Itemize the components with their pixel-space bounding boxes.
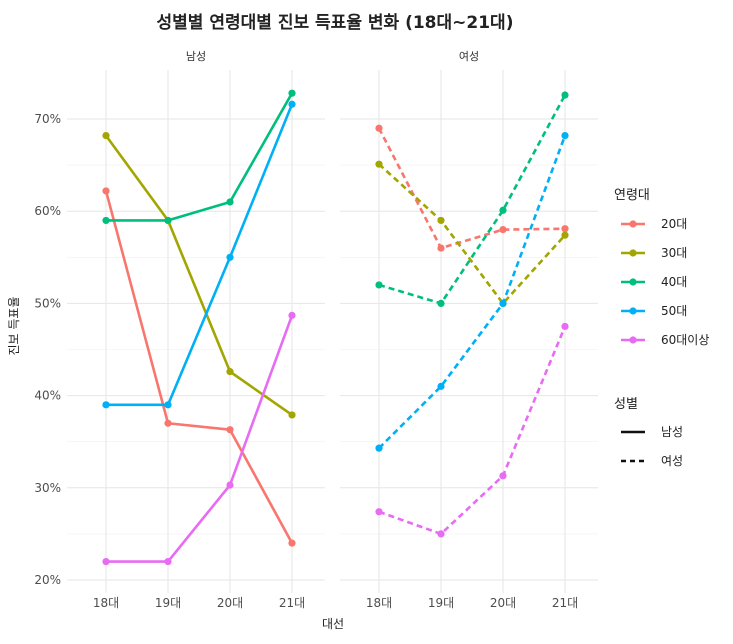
x-tick-label: 18대	[366, 596, 392, 610]
legend-label-gender: 여성	[661, 454, 683, 468]
legend-key-point	[629, 249, 637, 257]
data-point	[375, 281, 383, 289]
panel-male: 남성 18대 19대 20대 21대	[67, 50, 325, 610]
data-point	[226, 481, 234, 489]
data-point	[226, 198, 234, 206]
data-point	[375, 124, 383, 132]
series-line-30대	[104, 134, 294, 417]
y-tick-label: 30%	[34, 481, 61, 495]
x-tick-label: 20대	[217, 596, 243, 610]
legend-title-age: 연령대	[614, 188, 650, 203]
data-point	[164, 419, 172, 427]
legend-label-age: 30대	[661, 246, 687, 260]
legend-label-age: 40대	[661, 275, 687, 289]
data-point	[375, 444, 383, 452]
x-tick-label: 19대	[155, 596, 181, 610]
data-point	[288, 311, 296, 319]
y-tick-label: 20%	[34, 573, 61, 587]
series-line-50대	[378, 135, 567, 450]
data-point	[437, 382, 445, 390]
data-point	[437, 216, 445, 225]
legend-label-age: 20대	[661, 217, 687, 231]
panel-strip-label: 여성	[459, 50, 479, 63]
x-tick-label: 20대	[490, 596, 516, 610]
data-point	[499, 472, 507, 480]
y-axis-label: 진보 득표율	[7, 296, 21, 355]
data-point	[499, 299, 507, 307]
data-point	[288, 411, 296, 419]
series-line-40대	[378, 94, 567, 305]
data-point	[561, 91, 569, 99]
series-line-60대이상	[104, 314, 294, 563]
data-point	[437, 244, 445, 252]
data-point	[102, 216, 110, 225]
data-point	[226, 368, 234, 376]
y-tick-label: 70%	[34, 112, 61, 126]
legend-title-gender: 성별	[614, 397, 638, 412]
series-line-20대	[377, 127, 566, 250]
y-tick-label: 60%	[34, 204, 61, 218]
plot-layer: 남성 18대 19대 20대 21대 여성 18대 19대 20대 21대 20% 30% 40% 50%…	[34, 50, 598, 610]
panel-strip-label: 남성	[186, 50, 206, 63]
series-line-40대	[104, 91, 294, 222]
data-point	[561, 131, 569, 140]
data-point	[437, 299, 445, 307]
legend-key-point	[629, 336, 637, 344]
legend-key-point	[629, 220, 637, 228]
x-axis-label: 대선	[322, 617, 344, 631]
chart-title: 성별별 연령대별 진보 득표율 변화 (18대~21대)	[157, 12, 514, 33]
data-point	[164, 557, 172, 566]
data-point	[375, 160, 383, 168]
data-point	[288, 539, 296, 547]
data-point	[164, 401, 172, 409]
data-point	[102, 401, 110, 409]
data-point	[561, 225, 569, 233]
data-point	[226, 426, 234, 434]
x-tick-label: 19대	[428, 596, 454, 610]
series-line-60대이상	[378, 325, 567, 536]
x-tick-label: 18대	[93, 596, 119, 610]
y-tick-label: 50%	[34, 296, 61, 310]
series-line-30대	[378, 163, 566, 305]
panel-female: 여성 18대 19대 20대 21대	[340, 50, 598, 610]
y-tick-label: 40%	[34, 389, 61, 403]
data-point	[375, 508, 383, 516]
legend-key-point	[629, 307, 637, 315]
x-tick-label: 21대	[279, 596, 305, 610]
data-point	[164, 216, 172, 225]
legend-key-point	[629, 278, 637, 286]
data-point	[102, 131, 110, 140]
data-point	[561, 322, 569, 331]
data-point	[561, 231, 569, 239]
series-line-50대	[104, 102, 294, 407]
data-point	[499, 206, 507, 214]
data-point	[288, 89, 296, 97]
x-tick-label: 21대	[552, 596, 578, 610]
legend-label-age: 50대	[661, 304, 687, 318]
series-line-20대	[104, 189, 294, 545]
data-point	[499, 226, 507, 234]
legend-label-gender: 남성	[661, 425, 683, 439]
data-point	[102, 557, 110, 566]
data-point	[226, 253, 234, 261]
data-point	[288, 100, 296, 108]
data-point	[437, 530, 445, 538]
data-point	[102, 187, 110, 195]
legend-label-age: 60대이상	[661, 333, 709, 347]
